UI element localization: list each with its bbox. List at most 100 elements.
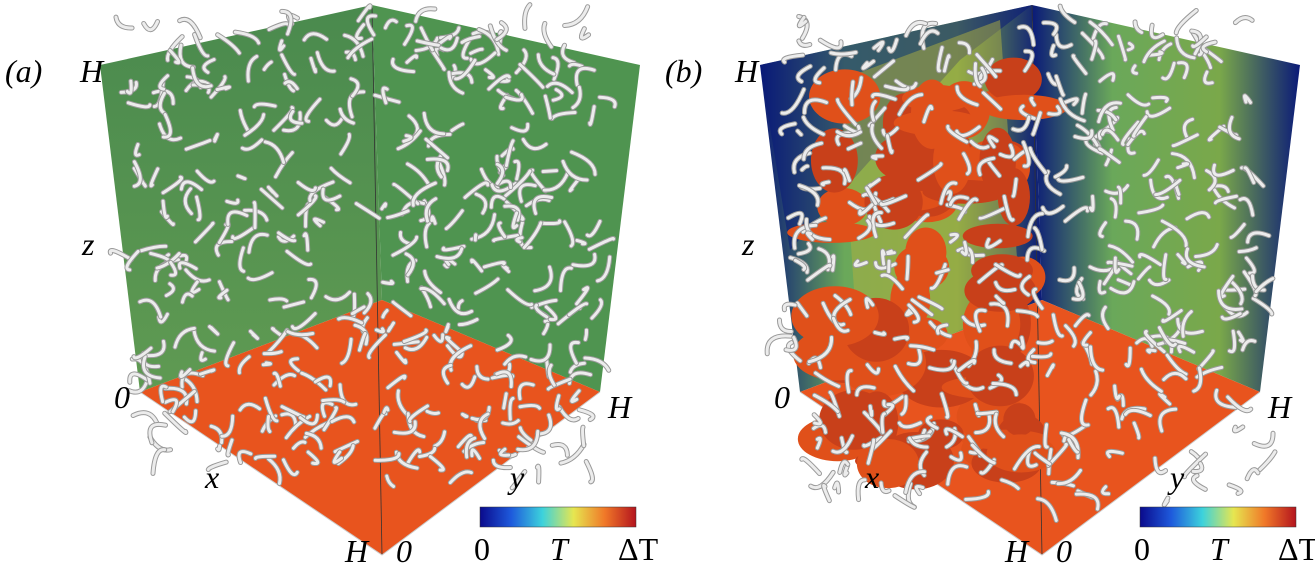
vortex xyxy=(909,344,936,352)
vortex xyxy=(885,249,896,256)
colorbar-label: T xyxy=(550,531,570,567)
vortex xyxy=(1232,425,1245,433)
label: 0 xyxy=(114,379,130,415)
vortex xyxy=(138,298,163,319)
vortex xyxy=(1017,25,1036,47)
vortex xyxy=(1011,115,1031,132)
vortex xyxy=(1047,448,1053,476)
vortex xyxy=(424,197,438,223)
vortex xyxy=(1161,309,1183,323)
vortex xyxy=(991,382,1018,397)
vortex xyxy=(267,457,282,485)
vortex xyxy=(1036,497,1058,522)
vortex xyxy=(283,72,295,93)
vortex xyxy=(290,312,317,331)
vortex xyxy=(300,371,328,392)
vortex xyxy=(897,93,924,116)
vortex xyxy=(821,166,847,186)
label: H xyxy=(607,389,633,425)
vortex xyxy=(398,230,412,246)
vortex xyxy=(435,247,464,260)
vortex xyxy=(969,140,990,150)
vortex xyxy=(994,294,1006,305)
vortex xyxy=(243,208,269,222)
vortex xyxy=(845,369,853,394)
vortex xyxy=(880,249,886,266)
vortex xyxy=(949,232,959,244)
vortex xyxy=(543,94,552,120)
vortex xyxy=(575,238,587,246)
vortex xyxy=(946,464,969,486)
vortex xyxy=(491,458,512,470)
vortex xyxy=(542,322,550,336)
vortex xyxy=(278,39,286,52)
vortex xyxy=(962,152,972,176)
vortex xyxy=(1213,194,1238,205)
vortex xyxy=(173,326,196,349)
vortex xyxy=(474,277,500,295)
vortex xyxy=(977,156,996,177)
vortex xyxy=(1203,70,1214,85)
vortex xyxy=(134,142,141,157)
vortex xyxy=(329,166,352,185)
vortex xyxy=(321,398,346,404)
vortex xyxy=(209,424,224,445)
vortex xyxy=(1174,8,1198,35)
vortex xyxy=(1073,313,1091,328)
vortex xyxy=(132,160,142,188)
label: z xyxy=(81,226,95,262)
vortex xyxy=(1158,407,1178,433)
vortex xyxy=(220,414,235,438)
vortex xyxy=(444,209,464,231)
vortex xyxy=(812,413,822,426)
vortex xyxy=(1191,462,1204,473)
vortex xyxy=(568,62,584,68)
vortex xyxy=(904,20,927,38)
vortex xyxy=(1162,253,1168,281)
vortex xyxy=(1126,41,1135,52)
vortex xyxy=(541,169,559,174)
vortex xyxy=(583,356,611,372)
vortex xyxy=(1063,97,1079,106)
vortex xyxy=(445,335,462,352)
vortex xyxy=(272,372,297,387)
vortex xyxy=(574,66,596,87)
vortex xyxy=(900,395,908,416)
vortex xyxy=(502,392,508,410)
vortex xyxy=(296,194,318,217)
vortex xyxy=(495,333,513,352)
vortex xyxy=(195,195,202,222)
vortex xyxy=(392,420,417,435)
vortex xyxy=(238,402,262,412)
vortex xyxy=(806,263,832,282)
vortex xyxy=(131,411,159,426)
vortex xyxy=(1190,29,1203,56)
vortex xyxy=(1258,450,1277,472)
vortex xyxy=(163,411,188,434)
vortex xyxy=(1185,211,1211,221)
vortex xyxy=(298,413,319,426)
vortex xyxy=(536,53,556,76)
vortex xyxy=(973,62,982,88)
vortex xyxy=(423,221,431,249)
vortex xyxy=(347,90,366,119)
vortex xyxy=(522,221,543,250)
vortex xyxy=(1145,106,1172,118)
vortex xyxy=(1244,256,1256,275)
vortex xyxy=(484,68,495,80)
vortex xyxy=(178,17,202,40)
vortex xyxy=(918,29,940,46)
vortex xyxy=(191,66,213,89)
vortex xyxy=(1058,4,1077,24)
vortex xyxy=(1160,219,1188,248)
vortex xyxy=(307,277,318,300)
vortex xyxy=(415,39,440,47)
vortex xyxy=(158,74,170,91)
vortex xyxy=(254,454,277,460)
vortex xyxy=(903,213,930,239)
vortex xyxy=(163,386,189,406)
vortex xyxy=(357,331,367,352)
vortex xyxy=(276,234,296,243)
vortex xyxy=(936,46,944,73)
vortex xyxy=(1113,256,1121,274)
